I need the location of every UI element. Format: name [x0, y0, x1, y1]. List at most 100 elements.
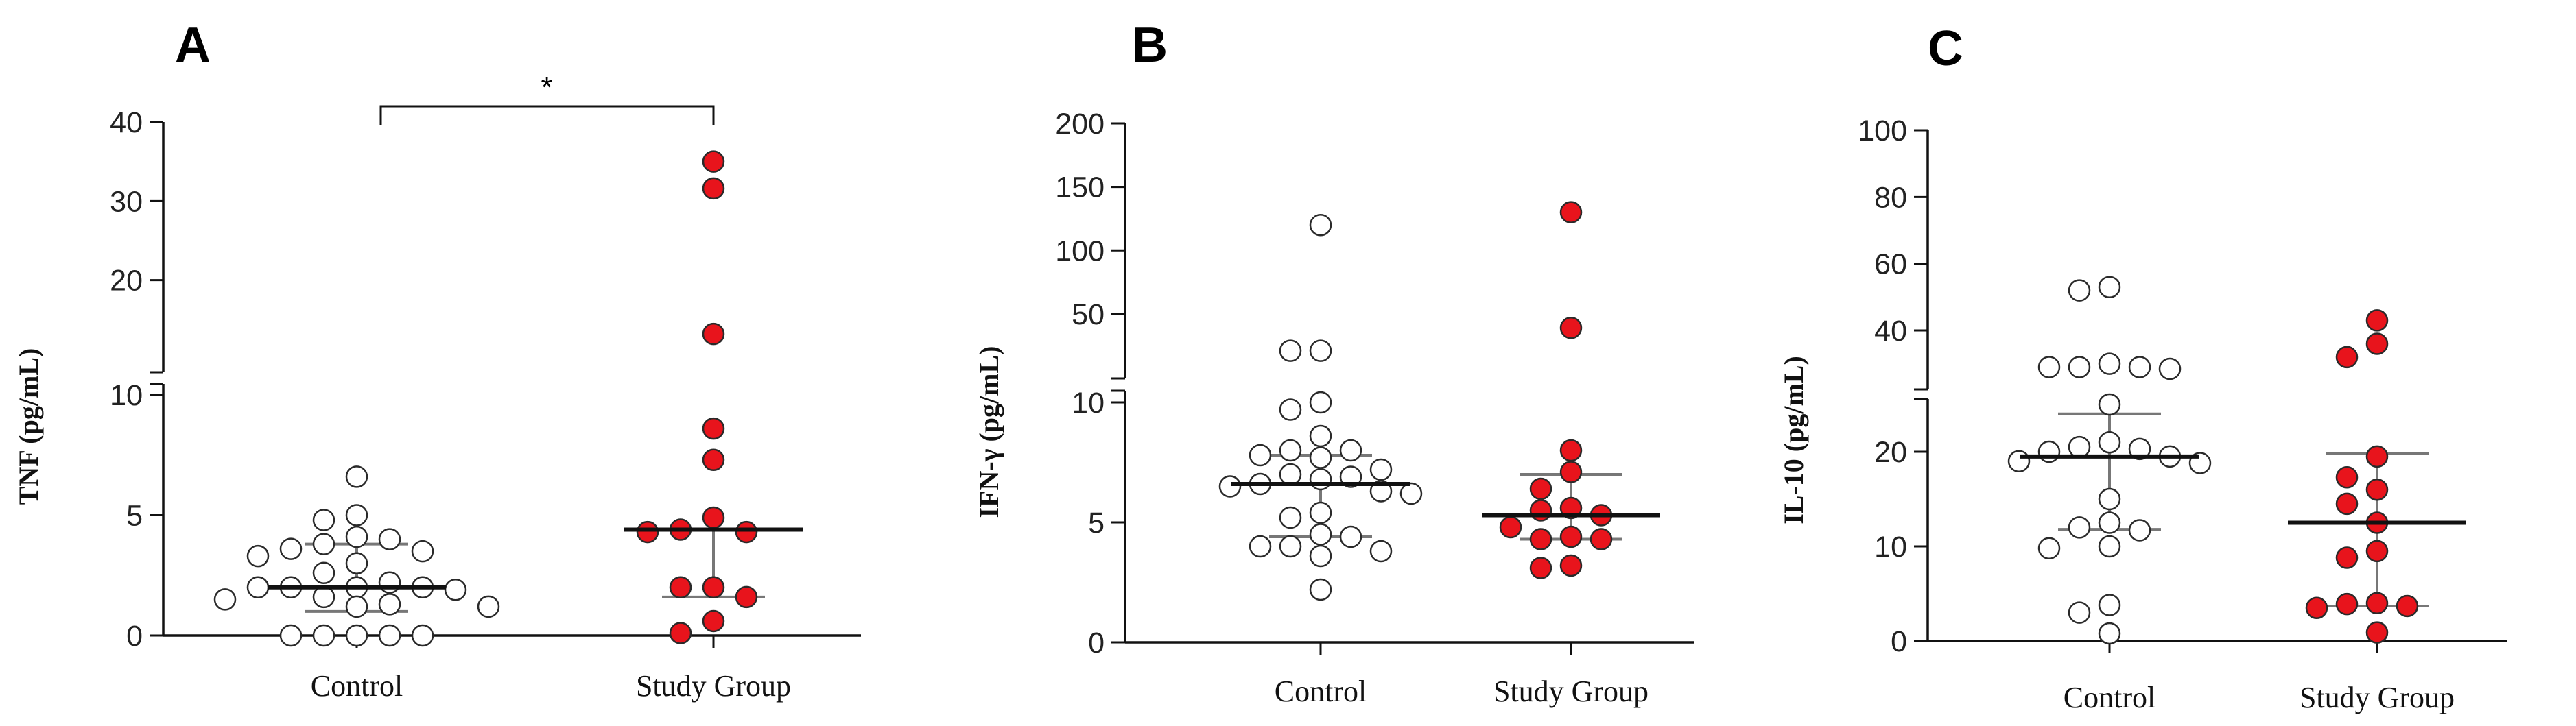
control-data-point: [312, 624, 335, 647]
study-data-point: [636, 520, 659, 544]
study-data-point: [702, 177, 725, 200]
control-data-point: [2098, 511, 2121, 534]
study-data-point: [702, 609, 725, 633]
y-tick-label: 100: [1055, 234, 1104, 267]
control-data-point: [1279, 439, 1302, 462]
control-data-point: [345, 525, 368, 548]
marks-a: [213, 150, 803, 647]
y-tick-label: 30: [110, 185, 143, 218]
y-tick-label: 10: [110, 379, 143, 412]
control-data-point: [312, 533, 335, 555]
study-data-point: [2365, 621, 2389, 644]
control-data-point: [213, 588, 237, 611]
control-data-point: [1279, 535, 1302, 558]
study-data-point: [2335, 546, 2359, 569]
y-tick-label: 80: [1874, 181, 1907, 214]
study-data-point: [1529, 557, 1552, 579]
y-tick-label: 150: [1055, 171, 1104, 204]
control-data-point: [2068, 516, 2091, 539]
y-tick-label: 10: [1874, 531, 1907, 564]
control-data-point: [2098, 393, 2121, 416]
y-axis-title-b: IFN-γ (pg/mL): [973, 346, 1004, 518]
study-data-point: [1559, 439, 1583, 462]
control-data-point: [1249, 444, 1272, 467]
control-data-point: [1309, 501, 1332, 524]
study-data-point: [669, 576, 692, 599]
control-data-point: [2037, 440, 2061, 463]
control-data-point: [2128, 437, 2151, 461]
x-label-control-c: Control: [2064, 681, 2155, 714]
control-data-point: [2037, 537, 2061, 560]
control-data-point: [2068, 435, 2091, 459]
axis-break-mark: [150, 371, 163, 385]
x-label-study-b: Study Group: [1493, 675, 1649, 708]
control-data-point: [1309, 523, 1332, 546]
y-tick-label: 100: [1858, 114, 1907, 147]
x-label-study-a: Study Group: [636, 669, 791, 703]
control-data-point: [312, 509, 335, 531]
control-data-point: [2068, 601, 2091, 624]
study-data-point: [1529, 499, 1552, 522]
y-tick-label: 0: [1088, 627, 1104, 660]
study-data-point: [1559, 525, 1583, 548]
y-tick-label: 5: [1088, 507, 1104, 540]
study-data-point: [1559, 201, 1583, 223]
control-data-point: [378, 528, 401, 550]
study-data-point: [1590, 528, 1613, 550]
axis-break-mark: [1111, 377, 1125, 392]
study-data-point: [2335, 346, 2359, 369]
panel-letter-c: C: [1928, 21, 1963, 76]
control-data-point: [1399, 482, 1423, 505]
control-data-point: [1279, 463, 1302, 486]
control-data-point: [2098, 594, 2121, 616]
study-data-point: [2365, 478, 2389, 501]
study-data-point: [2335, 492, 2359, 516]
significance-asterisk: *: [541, 71, 552, 104]
control-data-point: [2068, 279, 2091, 302]
y-axis-title-c: IL-10 (pg/mL): [1778, 356, 1809, 524]
control-data-point: [345, 465, 368, 488]
control-data-point: [345, 552, 368, 574]
panel-c: C IL-10 (pg/mL) 0 10 20 40 60 80 100 Control S…: [1778, 21, 2507, 714]
control-data-point: [345, 624, 368, 647]
study-data-point: [1559, 461, 1583, 483]
control-data-point: [1309, 339, 1332, 362]
study-data-point: [702, 576, 725, 599]
y-tick-label: 50: [1072, 298, 1104, 331]
study-data-point: [1499, 516, 1522, 539]
y-tick-label: 0: [1891, 625, 1907, 658]
control-data-point: [378, 571, 401, 594]
axes-c: 0 10 20 40 60 80 100: [1858, 114, 2507, 658]
control-data-point: [1309, 578, 1332, 601]
y-tick-label: 5: [126, 500, 143, 533]
control-data-point: [1339, 439, 1362, 462]
control-data-point: [2128, 519, 2151, 542]
study-data-point: [702, 417, 725, 440]
control-data-point: [1369, 458, 1393, 481]
y-tick-label: 40: [110, 106, 143, 139]
control-data-point: [477, 595, 500, 618]
control-data-point: [1279, 339, 1302, 362]
control-data-point: [345, 595, 368, 618]
study-data-point: [1559, 554, 1583, 577]
control-data-point: [1309, 544, 1332, 568]
control-data-point: [2007, 450, 2031, 473]
control-data-point: [246, 576, 270, 599]
control-data-point: [444, 579, 467, 601]
control-data-point: [378, 593, 401, 616]
study-data-point: [735, 585, 758, 609]
control-data-point: [2068, 356, 2091, 378]
control-data-point: [2158, 357, 2182, 380]
control-data-point: [345, 504, 368, 527]
study-data-point: [735, 520, 758, 544]
control-data-point: [1309, 446, 1332, 469]
y-tick-label: 40: [1874, 315, 1907, 348]
marks-b: [1218, 201, 1660, 601]
control-data-point: [2128, 356, 2151, 378]
control-data-point: [1249, 535, 1272, 558]
control-data-point: [1339, 525, 1362, 548]
